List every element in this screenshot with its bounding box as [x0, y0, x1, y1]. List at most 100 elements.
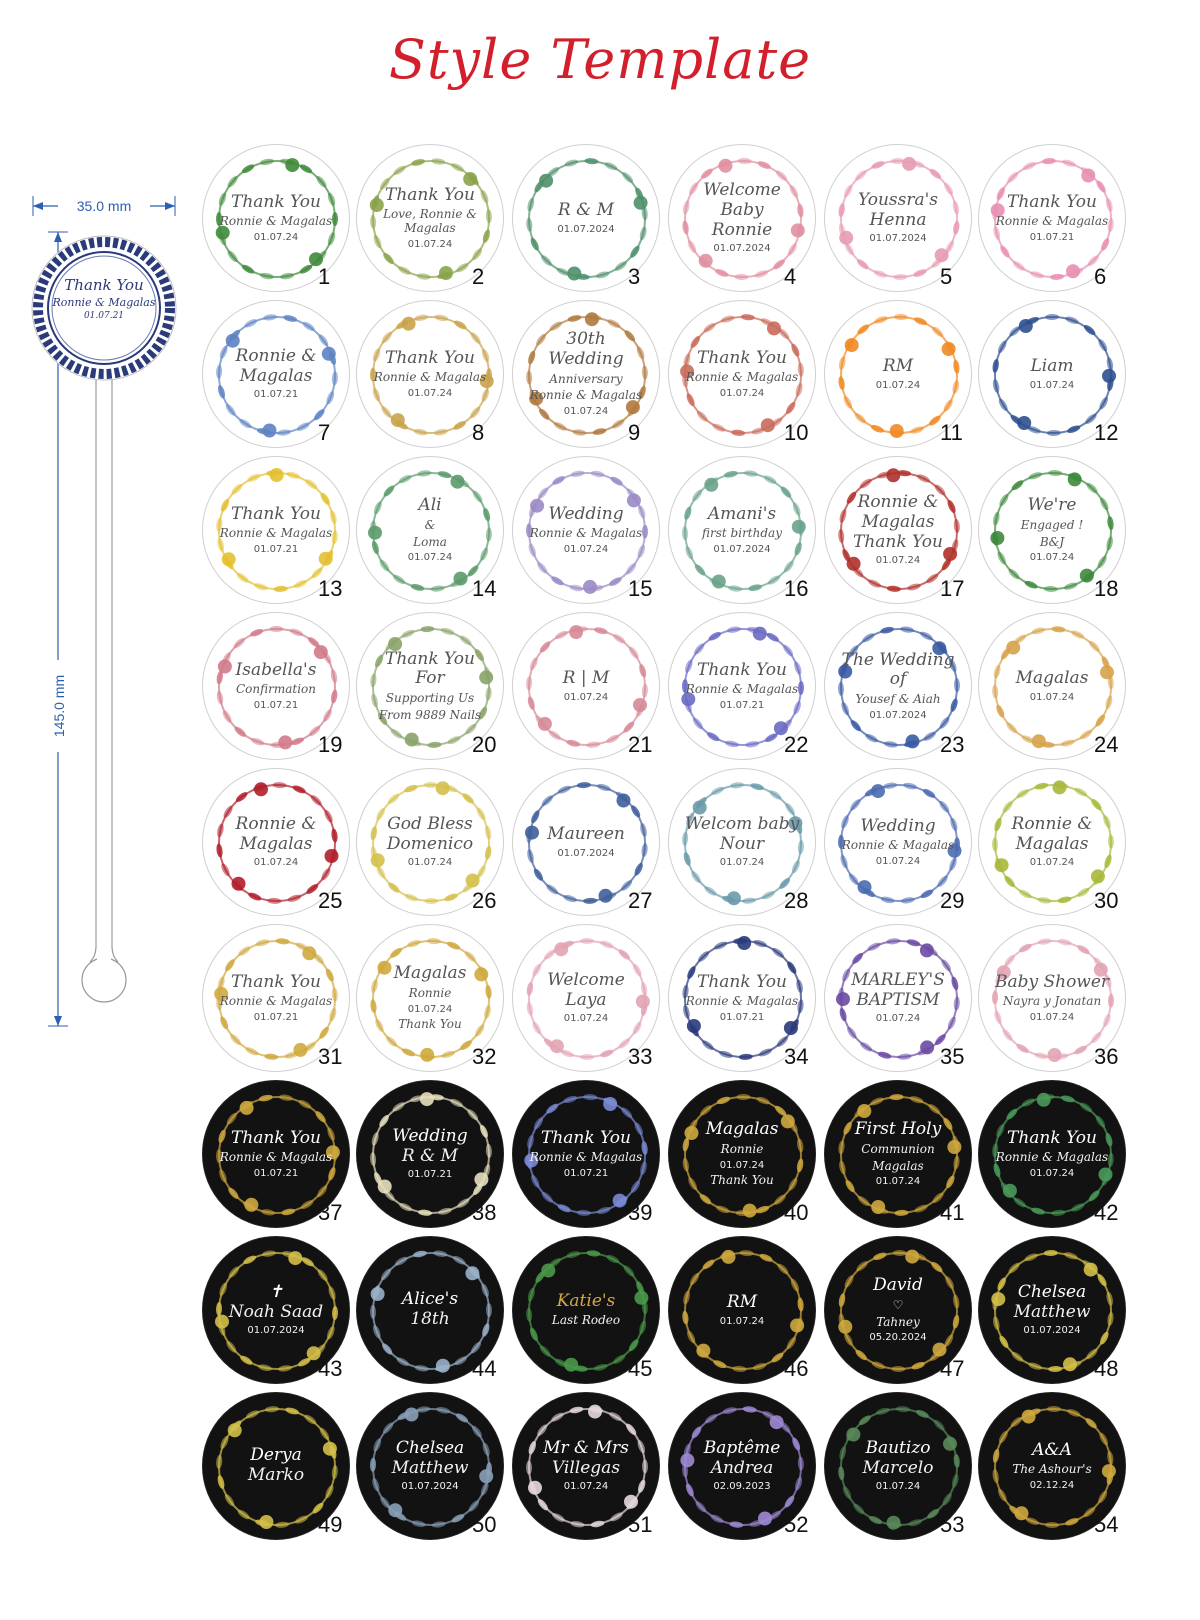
- template-circle: God Bless Domenico 01.07.24: [356, 768, 504, 916]
- template-24[interactable]: Magalas 01.07.24 24: [974, 608, 1134, 768]
- template-41[interactable]: First Holy Communion Magalas 01.07.24 41: [820, 1076, 980, 1236]
- template-number: 1: [318, 264, 331, 289]
- template-text: Isabella's Confirmation 01.07.21: [217, 613, 335, 759]
- template-50[interactable]: Chelsea Matthew 01.07.2024 50: [352, 1388, 512, 1548]
- height-dimension: 145.0 mm: [51, 675, 67, 737]
- template-1[interactable]: Thank You Ronnie & Magalas 01.07.24 1: [198, 140, 358, 300]
- template-23[interactable]: The Wedding of Yousef & Aiah 01.07.2024 23: [820, 608, 980, 768]
- template-line: Ronnie & Magalas: [857, 492, 939, 532]
- template-text: Alice's 18th: [371, 1237, 489, 1383]
- template-36[interactable]: Baby Shower Nayra y Jonatan 01.07.24 36: [974, 920, 1134, 1080]
- template-line: 01.07.24: [563, 1481, 609, 1493]
- template-4[interactable]: Welcome Baby Ronnie 01.07.2024 4: [664, 140, 824, 300]
- template-52[interactable]: Baptême Andrea 02.09.2023 52: [664, 1388, 824, 1548]
- template-text: Derya Marko: [217, 1393, 335, 1539]
- template-35[interactable]: MARLEY'S BAPTISM 01.07.24 35: [820, 920, 980, 1080]
- template-number: 38: [472, 1200, 497, 1225]
- template-28[interactable]: Welcom baby Nour 01.07.24 28: [664, 764, 824, 924]
- template-18[interactable]: We're Engaged ! B&J 01.07.24 18: [974, 452, 1134, 612]
- template-line: 01.07.24: [875, 855, 921, 867]
- template-number: 32: [472, 1044, 497, 1069]
- template-25[interactable]: Ronnie & Magalas 01.07.24 25: [198, 764, 358, 924]
- template-3[interactable]: R & M 01.07.2024 3: [508, 140, 668, 300]
- template-line: Villegas: [551, 1457, 621, 1478]
- template-circle: Thank You Ronnie & Magalas 01.07.21: [202, 456, 350, 604]
- template-text: Thank You Ronnie & Magalas 01.07.21: [217, 1081, 335, 1227]
- template-45[interactable]: Katie's Last Rodeo 45: [508, 1232, 668, 1392]
- template-line: Mr & Mrs: [543, 1438, 629, 1459]
- template-53[interactable]: Bautizo Marcelo 01.07.24 53: [820, 1388, 980, 1548]
- template-2[interactable]: Thank You Love, Ronnie & Magalas 01.07.24 2: [352, 140, 512, 300]
- template-11[interactable]: RM 01.07.24 11: [820, 296, 980, 456]
- template-20[interactable]: Thank You For Supporting Us From 9889 Nail…: [352, 608, 512, 768]
- template-19[interactable]: Isabella's Confirmation 01.07.21 19: [198, 608, 358, 768]
- template-text: R & M 01.07.2024: [527, 145, 645, 291]
- template-number: 18: [1094, 576, 1119, 601]
- template-8[interactable]: Thank You Ronnie & Magalas 01.07.24 8: [352, 296, 512, 456]
- floral-wreath-icon: [526, 625, 648, 748]
- template-line: Marcelo: [862, 1457, 934, 1478]
- template-16[interactable]: Amani's first birthday 01.07.2024 16: [664, 452, 824, 612]
- template-33[interactable]: Welcome Laya 01.07.24 33: [508, 920, 668, 1080]
- template-44[interactable]: Alice's 18th 44: [352, 1232, 512, 1392]
- template-circle: Maureen 01.07.2024: [512, 768, 660, 916]
- template-10[interactable]: Thank You Ronnie & Magalas 01.07.24 10: [664, 296, 824, 456]
- template-text: Wedding Ronnie & Magalas 01.07.24: [527, 457, 645, 603]
- template-37[interactable]: Thank You Ronnie & Magalas 01.07.21 37: [198, 1076, 358, 1236]
- template-54[interactable]: A&A The Ashour's 02.12.24 54: [974, 1388, 1134, 1548]
- template-number: 3: [628, 264, 641, 289]
- template-number: 44: [472, 1356, 497, 1381]
- template-13[interactable]: Thank You Ronnie & Magalas 01.07.21 13: [198, 452, 358, 612]
- template-48[interactable]: Chelsea Matthew 01.07.2024 48: [974, 1232, 1134, 1392]
- template-circle: David ♡ Tahney 05.20.2024: [824, 1236, 972, 1384]
- template-47[interactable]: David ♡ Tahney 05.20.2024 47: [820, 1232, 980, 1392]
- template-line: 01.07.24: [875, 555, 921, 567]
- template-number: 20: [472, 732, 497, 757]
- template-text: Baptême Andrea 02.09.2023: [683, 1393, 801, 1539]
- template-26[interactable]: God Bless Domenico 01.07.24 26: [352, 764, 512, 924]
- template-32[interactable]: Magalas Ronnie 01.07.24 Thank You 32: [352, 920, 512, 1080]
- template-text: Ronnie & Magalas 01.07.21: [217, 301, 335, 447]
- floral-wreath-icon: [370, 1092, 492, 1216]
- template-30[interactable]: Ronnie & Magalas 01.07.24 30: [974, 764, 1134, 924]
- template-22[interactable]: Thank You Ronnie & Magalas 01.07.21 22: [664, 608, 824, 768]
- template-text: RM 01.07.24: [683, 1237, 801, 1383]
- template-12[interactable]: Liam 01.07.24 12: [974, 296, 1134, 456]
- template-15[interactable]: Wedding Ronnie & Magalas 01.07.24 15: [508, 452, 668, 612]
- template-circle: First Holy Communion Magalas 01.07.24: [824, 1080, 972, 1228]
- template-43[interactable]: ✝ Noah Saad 01.07.2024 43: [198, 1232, 358, 1392]
- template-51[interactable]: Mr & Mrs Villegas 01.07.24 51: [508, 1388, 668, 1548]
- template-38[interactable]: Wedding R & M 01.07.21 38: [352, 1076, 512, 1236]
- template-line: R & M: [557, 199, 615, 220]
- template-5[interactable]: Youssra's Henna 01.07.2024 5: [820, 140, 980, 300]
- template-40[interactable]: Magalas Ronnie 01.07.24 Thank You 40: [664, 1076, 824, 1236]
- template-circle: Thank You Love, Ronnie & Magalas 01.07.24: [356, 144, 504, 292]
- template-text: Thank You Ronnie & Magalas 01.07.24: [993, 1081, 1111, 1227]
- template-39[interactable]: Thank You Ronnie & Magalas 01.07.21 39: [508, 1076, 668, 1236]
- template-42[interactable]: Thank You Ronnie & Magalas 01.07.24 42: [974, 1076, 1134, 1236]
- template-49[interactable]: Derya Marko 49: [198, 1388, 358, 1548]
- template-line: 01.07.21: [253, 389, 299, 401]
- template-number: 41: [940, 1200, 965, 1225]
- template-21[interactable]: R | M 01.07.24 21: [508, 608, 668, 768]
- template-text: Mr & Mrs Villegas 01.07.24: [527, 1393, 645, 1539]
- template-14[interactable]: Ali & Loma 01.07.24 14: [352, 452, 512, 612]
- floral-wreath-icon: [526, 1250, 649, 1372]
- template-46[interactable]: RM 01.07.24 46: [664, 1232, 824, 1392]
- template-line: ♡: [892, 1297, 904, 1312]
- template-9[interactable]: 30th Wedding Anniversary Ronnie & Magalas 0…: [508, 296, 668, 456]
- template-text: Ronnie & Magalas 01.07.24: [993, 769, 1111, 915]
- template-31[interactable]: Thank You Ronnie & Magalas 01.07.21 31: [198, 920, 358, 1080]
- template-number: 29: [940, 888, 965, 913]
- template-line: Chelsea: [395, 1438, 465, 1459]
- template-line: 01.07.24: [563, 406, 609, 418]
- template-29[interactable]: Wedding Ronnie & Magalas 01.07.24 29: [820, 764, 980, 924]
- template-7[interactable]: Ronnie & Magalas 01.07.21 7: [198, 296, 358, 456]
- template-17[interactable]: Ronnie & Magalas Thank You 01.07.24 17: [820, 452, 980, 612]
- template-6[interactable]: Thank You Ronnie & Magalas 01.07.21 6: [974, 140, 1134, 300]
- floral-wreath-icon: [525, 782, 648, 904]
- template-27[interactable]: Maureen 01.07.2024 27: [508, 764, 668, 924]
- template-line: Henna: [869, 209, 927, 230]
- template-34[interactable]: Thank You Ronnie & Magalas 01.07.21 34: [664, 920, 824, 1080]
- template-line: Ronnie & Magalas: [235, 346, 317, 386]
